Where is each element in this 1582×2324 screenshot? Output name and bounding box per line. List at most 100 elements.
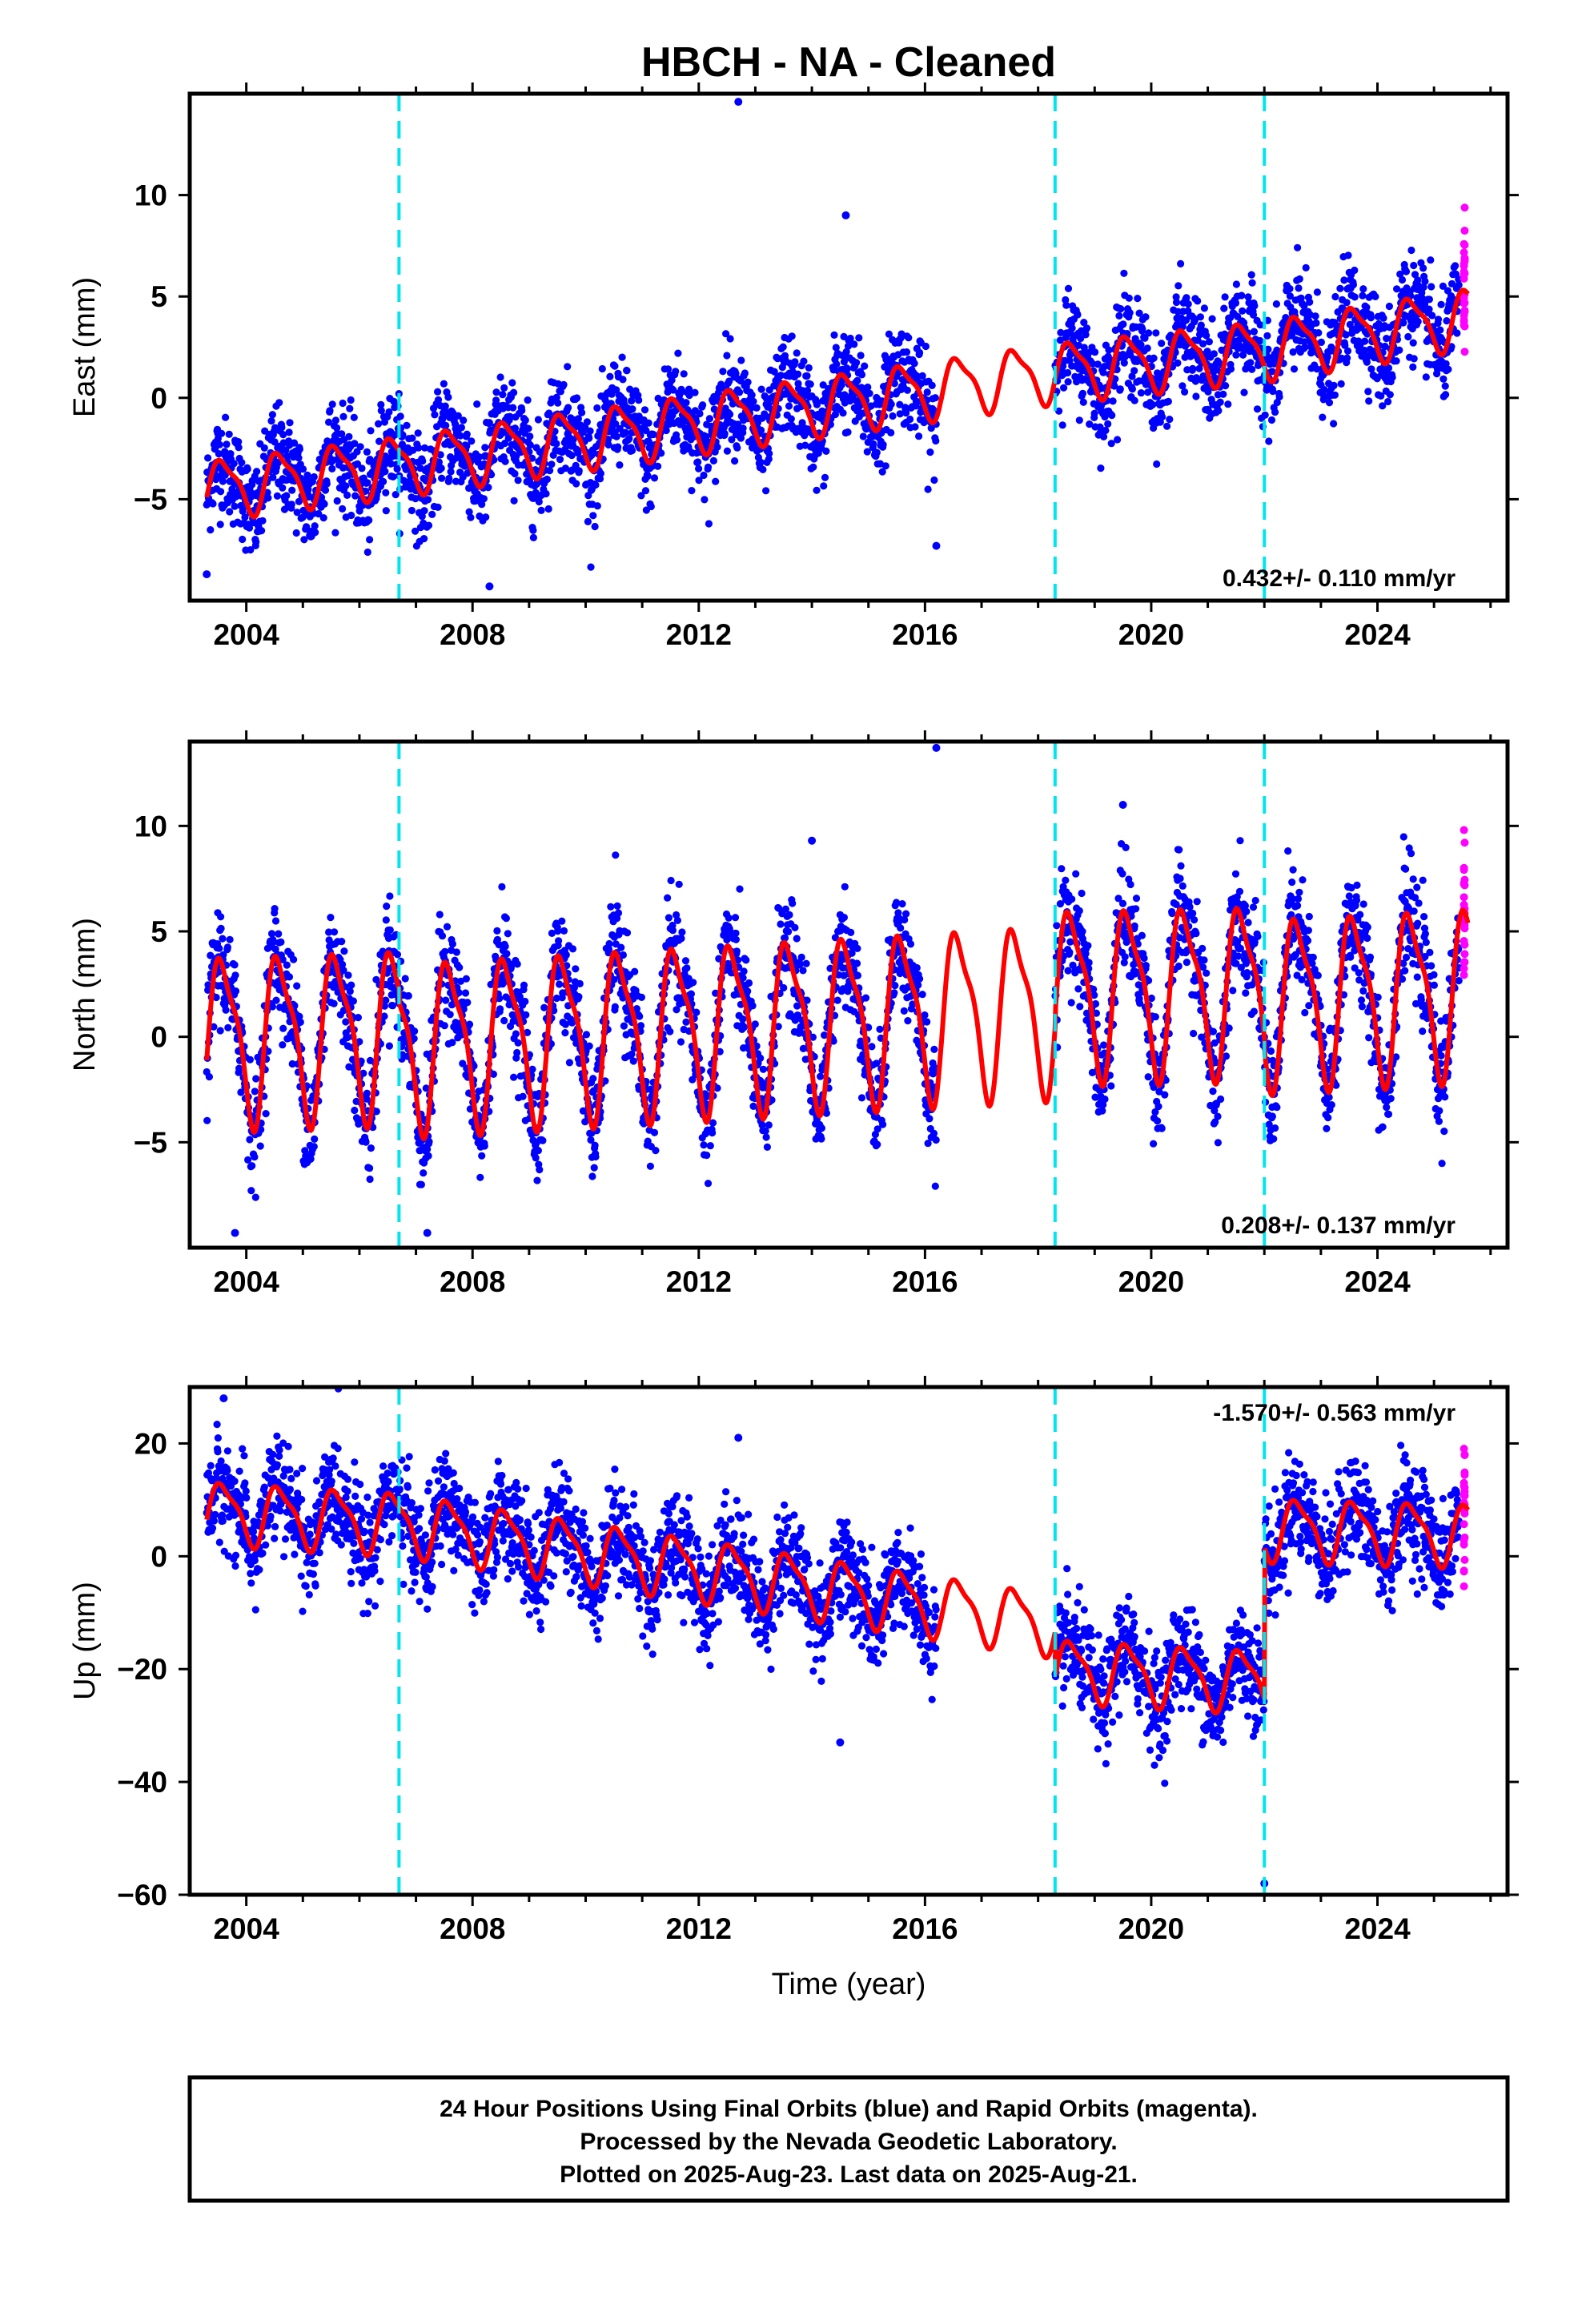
data-point (1384, 397, 1392, 406)
data-point (465, 1020, 474, 1028)
data-point (1090, 409, 1098, 417)
data-point (463, 442, 471, 450)
data-point (928, 381, 936, 389)
data-point (739, 974, 747, 982)
data-point (725, 377, 733, 385)
data-point (682, 399, 690, 407)
data-point (1306, 311, 1314, 319)
data-point (1443, 287, 1452, 295)
data-point (351, 1106, 359, 1115)
data-point (677, 1038, 685, 1046)
data-point (363, 479, 371, 487)
data-point (1126, 309, 1134, 317)
data-point (366, 536, 374, 544)
data-point (408, 506, 416, 515)
data-point (204, 981, 212, 989)
data-point (691, 388, 699, 396)
data-point (637, 492, 645, 500)
data-point (636, 1022, 645, 1030)
data-point (363, 1089, 371, 1097)
data-point (226, 508, 234, 516)
data-point (820, 482, 828, 490)
data-point (461, 989, 470, 997)
data-point (418, 513, 426, 521)
data-point (1343, 354, 1351, 362)
data-point (231, 971, 239, 979)
data-point (510, 388, 518, 396)
data-point (570, 983, 579, 991)
data-point (921, 342, 930, 351)
data-point (785, 911, 793, 919)
data-point (1096, 423, 1104, 431)
data-point (560, 380, 568, 388)
data-point (442, 996, 450, 1004)
data-point (331, 416, 339, 424)
data-point (496, 995, 504, 1003)
rapid-point (1460, 227, 1469, 235)
data-point (244, 1156, 252, 1164)
data-point (468, 481, 476, 489)
data-point (455, 988, 463, 997)
data-point (902, 408, 910, 417)
data-point (440, 380, 448, 388)
data-point (1075, 416, 1083, 424)
final-orbit-points (203, 98, 1464, 591)
data-point (224, 1023, 232, 1031)
data-point (861, 994, 870, 1002)
data-point (1338, 354, 1346, 362)
data-point (1142, 313, 1150, 321)
data-point (576, 979, 584, 987)
data-point (1166, 416, 1174, 424)
data-point (582, 1031, 591, 1039)
data-point (885, 330, 893, 338)
data-point (366, 1164, 374, 1172)
data-point (339, 505, 347, 513)
data-point (857, 352, 865, 360)
data-point (446, 1011, 454, 1019)
rapid-orbit-points (1460, 203, 1469, 356)
data-point (1085, 348, 1093, 357)
data-point (1249, 311, 1258, 319)
data-point (887, 400, 895, 408)
data-point (295, 497, 303, 505)
data-point (275, 399, 283, 407)
data-point (1191, 316, 1199, 324)
data-point (918, 372, 926, 380)
data-point (916, 348, 924, 356)
data-point (522, 1011, 530, 1019)
data-point (319, 514, 327, 522)
data-point (271, 438, 279, 446)
data-point (695, 464, 703, 472)
data-point (806, 380, 814, 388)
data-point (839, 409, 847, 417)
data-point (380, 1012, 388, 1020)
data-point (1325, 399, 1334, 407)
data-point (300, 536, 308, 544)
data-point (269, 473, 277, 481)
data-point (575, 467, 583, 475)
data-point (1137, 389, 1145, 397)
data-point (1256, 321, 1264, 329)
data-point (1068, 324, 1076, 332)
data-point (1404, 332, 1412, 341)
data-point (765, 400, 773, 408)
data-point (441, 402, 449, 410)
data-point (644, 472, 652, 480)
data-point (283, 961, 291, 969)
data-point (682, 1018, 690, 1026)
data-point (1079, 398, 1087, 406)
data-point (777, 920, 785, 928)
data-point (733, 444, 741, 452)
data-point (216, 521, 224, 529)
y-tick-label: −5 (134, 483, 167, 516)
data-point (475, 453, 484, 461)
data-point (704, 463, 713, 471)
data-point (612, 851, 620, 859)
data-point (295, 1012, 303, 1020)
data-point (924, 485, 932, 493)
data-point (593, 502, 601, 510)
data-point (1320, 386, 1328, 394)
data-point (338, 938, 346, 946)
data-point (1443, 317, 1451, 325)
data-point (1172, 298, 1181, 307)
